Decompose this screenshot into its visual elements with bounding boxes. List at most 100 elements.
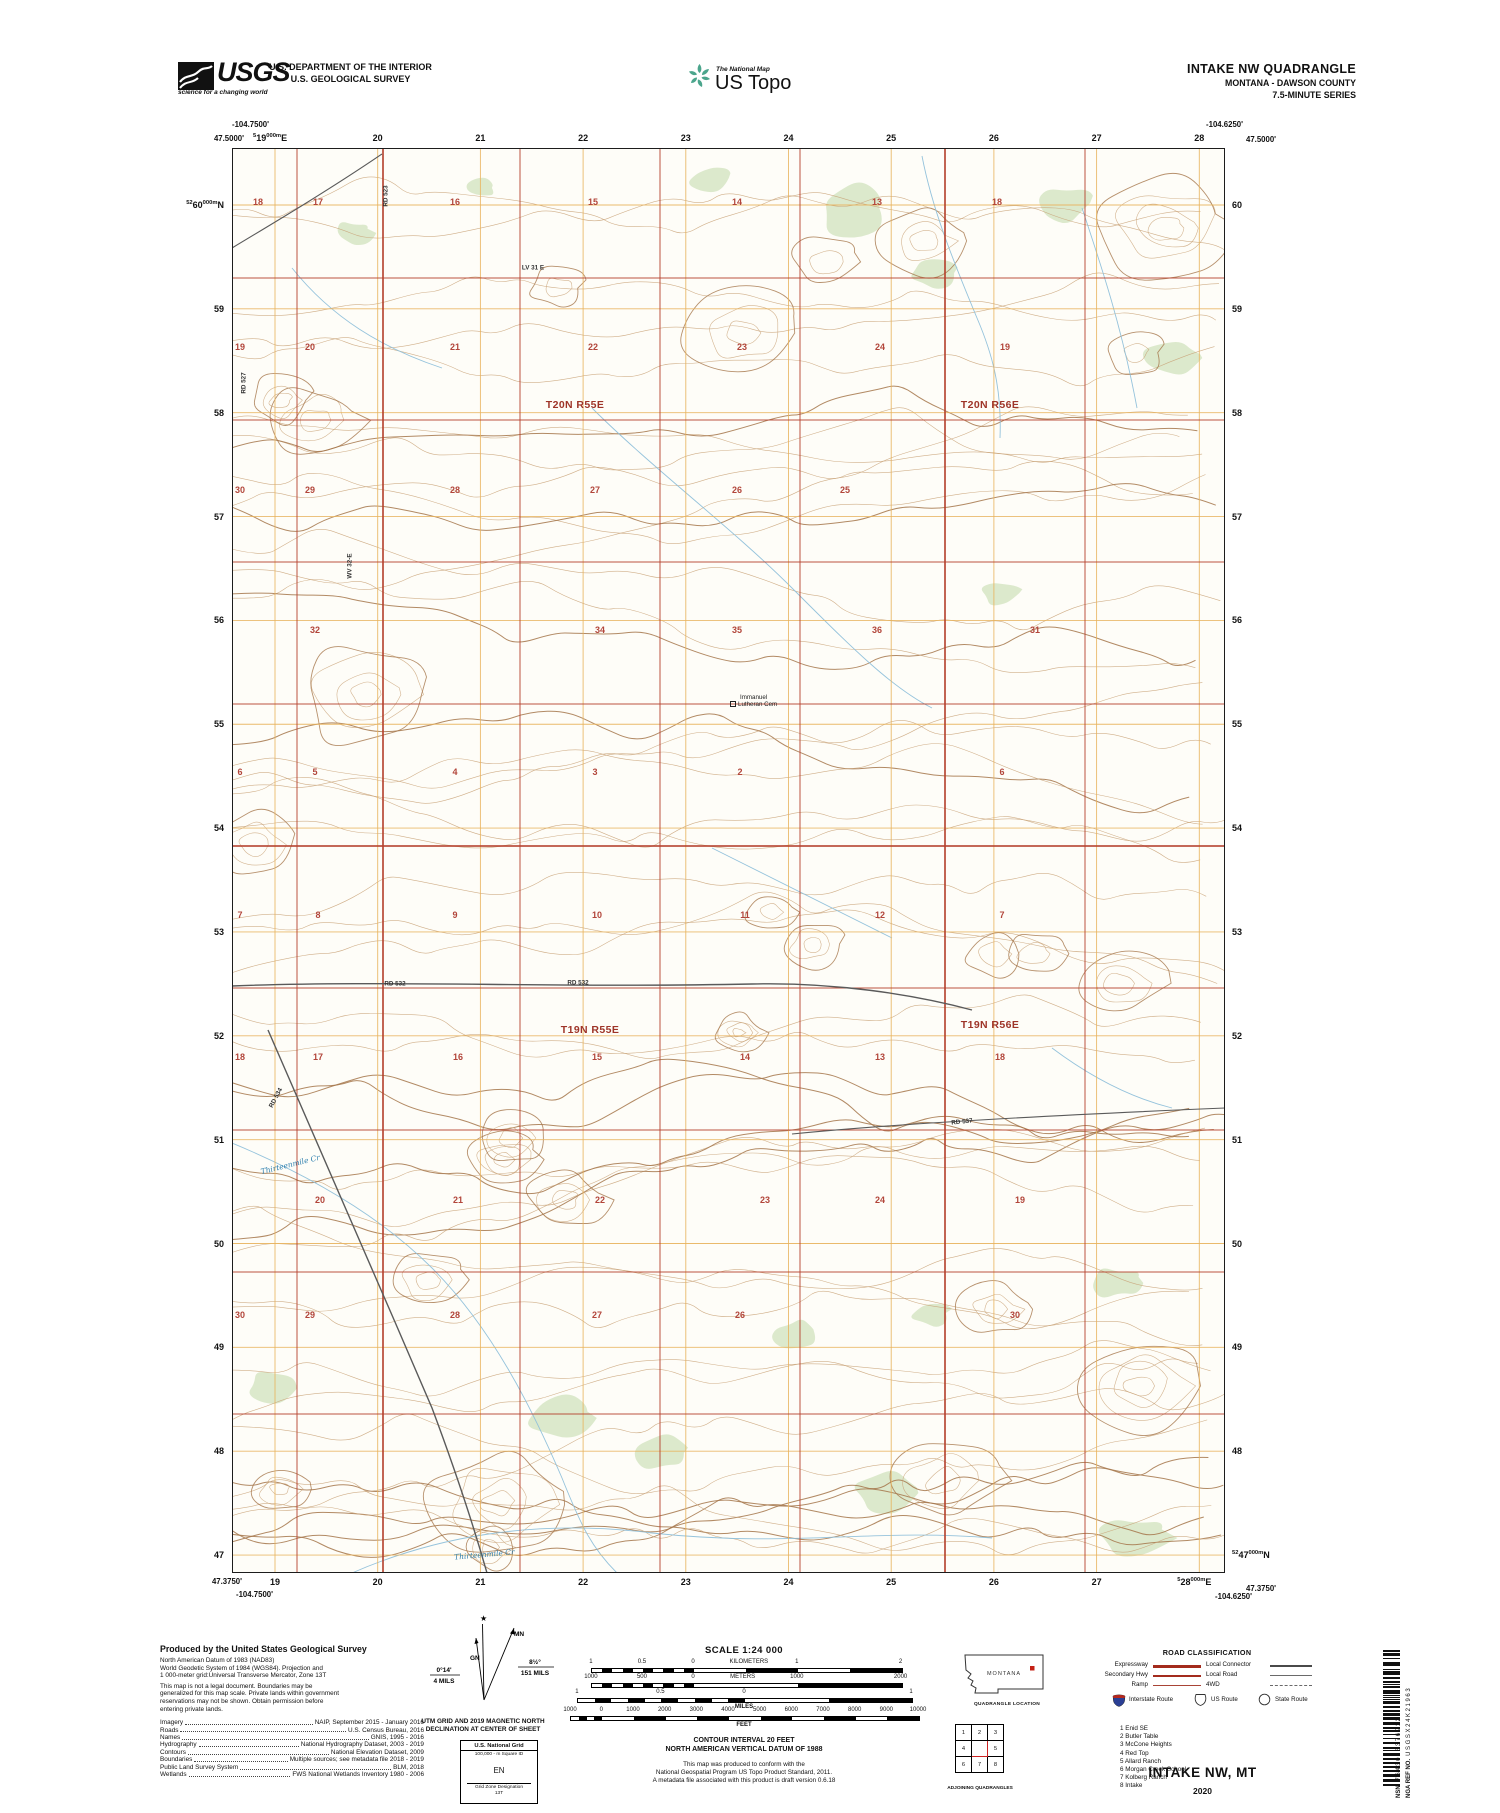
declination-caption-line1: UTM GRID AND 2019 MAGNETIC NORTH [421,1718,545,1725]
scale-tick-label: 2 [898,1659,903,1665]
scale-tick-label: 1 [909,1689,913,1695]
adjoining-quad-name: 2 Butler Table [1120,1733,1159,1741]
road-class-label: Secondary Hwy [1104,1671,1148,1678]
scale-tick-label: 1 [795,1659,799,1665]
legal-line: generalized for this map scale. Private … [160,1690,340,1698]
section-number-label: 5 [312,767,318,777]
section-number-label: 28 [449,1310,461,1320]
grid-label-left: 53 [213,926,224,937]
grid-label-right: 57 [1232,511,1243,522]
section-number-label: 17 [312,197,324,207]
corner-bottom-left-lat: 47.3750' [211,1577,242,1586]
ustopo-logo: The National Map US Topo [686,62,796,100]
grid-label-top: 20 [372,133,383,143]
grid-label-right: 58 [1232,407,1243,418]
grid-label-bottom-last: 528000mE [1177,1577,1212,1587]
section-number-label: 13 [874,1052,886,1062]
scale-unit-label: FEET [736,1722,752,1728]
credit-leader [198,1741,299,1748]
scale-tick-label: 3000 [689,1707,703,1713]
legal-text: This map is not a legal document. Bounda… [160,1683,424,1713]
road-class-line-sample [1153,1675,1201,1677]
scale-tick-label: 0 [742,1689,746,1695]
grid-label-right: 56 [1232,615,1243,626]
usng-subtitle: 100,000 - m Square ID [474,1752,524,1757]
barcode [1383,1650,1400,1790]
credit-row: Names GNIS, 1995 - 2016 [160,1734,424,1741]
usng-gzd: 13T [494,1791,504,1796]
sheet-year: 2020 [1193,1786,1212,1796]
scale-bar [576,1698,914,1703]
scale-tick-label: 2000 [893,1674,908,1680]
datum-line: World Geodetic System of 1984 (WGS84). P… [160,1664,323,1672]
usng-gzd-label: Grid Zone Designation [475,1785,523,1790]
production-credits: Produced by the United States Geological… [160,1644,424,1778]
corner-bottom-left-lon: -104.7500' [236,1590,273,1599]
road-class-line-sample [1270,1675,1312,1676]
adjoining-cell: 6 [955,1756,972,1773]
road-name-label: RD 532 [567,979,589,987]
road-class-label: Ramp [1131,1681,1148,1688]
section-number-label: 20 [304,342,316,352]
credit-row: Boundaries Multiple sources; see metadata… [160,1756,424,1763]
section-number-label: 27 [591,1310,603,1320]
section-number-label: 27 [589,485,601,495]
section-number-label: 36 [871,625,883,635]
source-credits-list: Imagery NAIP, September 2015 - January 20… [160,1719,424,1778]
department-line2: U.S. GEOLOGICAL SURVEY [290,74,411,84]
section-number-label: 26 [731,485,743,495]
declination-diagram: ★ GN MN 0°14' 4 MILS 8½° 151 MILS [430,1614,554,1701]
township-range-label: T19N R55E [560,1024,620,1036]
section-number-label: 19 [999,342,1011,352]
section-number-label: 10 [591,910,603,920]
scale-block: SCALE 1:24 000 CONTOUR INTERVAL 20 FEET … [563,1645,926,1810]
vertical-datum: NORTH AMERICAN VERTICAL DATUM OF 1988 [665,1746,823,1753]
quad-series: 7.5-MINUTE SERIES [1272,90,1356,100]
grid-label-bottom: 24 [783,1577,794,1587]
section-number-label: 30 [234,485,246,495]
quadrangle-location-caption: QUADRANGLE LOCATION [973,1702,1041,1707]
datum-line: North American Datum of 1983 (NAD83) [160,1657,275,1664]
corner-top-right-lon: -104.6250' [1206,120,1243,129]
legal-line: reservations may not be shown. Obtain pe… [160,1697,324,1705]
grid-label-top: 21 [475,133,486,143]
section-number-label: 12 [874,910,886,920]
cemetery-icon [730,701,736,707]
scale-tick-label: 1000 [790,1674,804,1680]
adjoining-cell: 4 [955,1740,972,1757]
section-number-label: 7 [999,910,1005,920]
credit-value: FWS National Wetlands Inventory 1980 - 2… [292,1771,424,1778]
scale-unit-label: MILES [734,1704,754,1710]
scale-tick-label: 0.5 [656,1689,665,1695]
datum-text: North American Datum of 1983 (NAD83) Worl… [160,1657,424,1680]
adjoining-cell: 8 [987,1756,1004,1773]
corner-bottom-right-lat: 47.3750' [1246,1584,1277,1593]
credit-value: National Hydrography Dataset, 2003 - 201… [300,1741,424,1749]
township-range-label: T19N R56E [960,1019,1020,1031]
scale-tick-label: 0 [691,1659,695,1665]
quad-location-marker [1030,1666,1035,1671]
produced-by: Produced by the United States Geological… [160,1644,367,1654]
map-area: 519000mE 20 21 22 23 24 25 26 27 28 19 20 21 22 23 24 25… [186,120,1276,1601]
map-neatline [232,148,1225,1573]
grid-label-left: 54 [213,823,224,834]
nga-value: USGSX24K21963 [1406,1686,1412,1756]
section-number-label: 19 [234,342,246,352]
credit-value: BLM, 2018 [393,1763,424,1771]
section-number-label: 16 [449,197,461,207]
conform-line2: National Geospatial Program US Topo Prod… [655,1769,833,1776]
credit-value: Multiple sources; see metadata file 2018… [289,1756,424,1764]
scale-tick-label: 5000 [752,1707,767,1713]
section-number-label: 14 [739,1052,751,1062]
township-range-label: T20N R55E [545,399,605,411]
grid-label-right: 49 [1232,1342,1243,1353]
road-class-line-sample [1153,1685,1201,1686]
credit-leader [187,1749,329,1755]
section-number-label: 11 [740,910,750,920]
grid-label-top: 24 [783,133,794,143]
grid-label-top: 26 [988,133,999,143]
road-class-label: Local Road [1206,1671,1238,1678]
credit-value: National Elevation Dataset, 2009 [330,1748,424,1756]
road-name-label: RD 532 [384,980,406,988]
grid-label-left: 50 [213,1238,224,1249]
